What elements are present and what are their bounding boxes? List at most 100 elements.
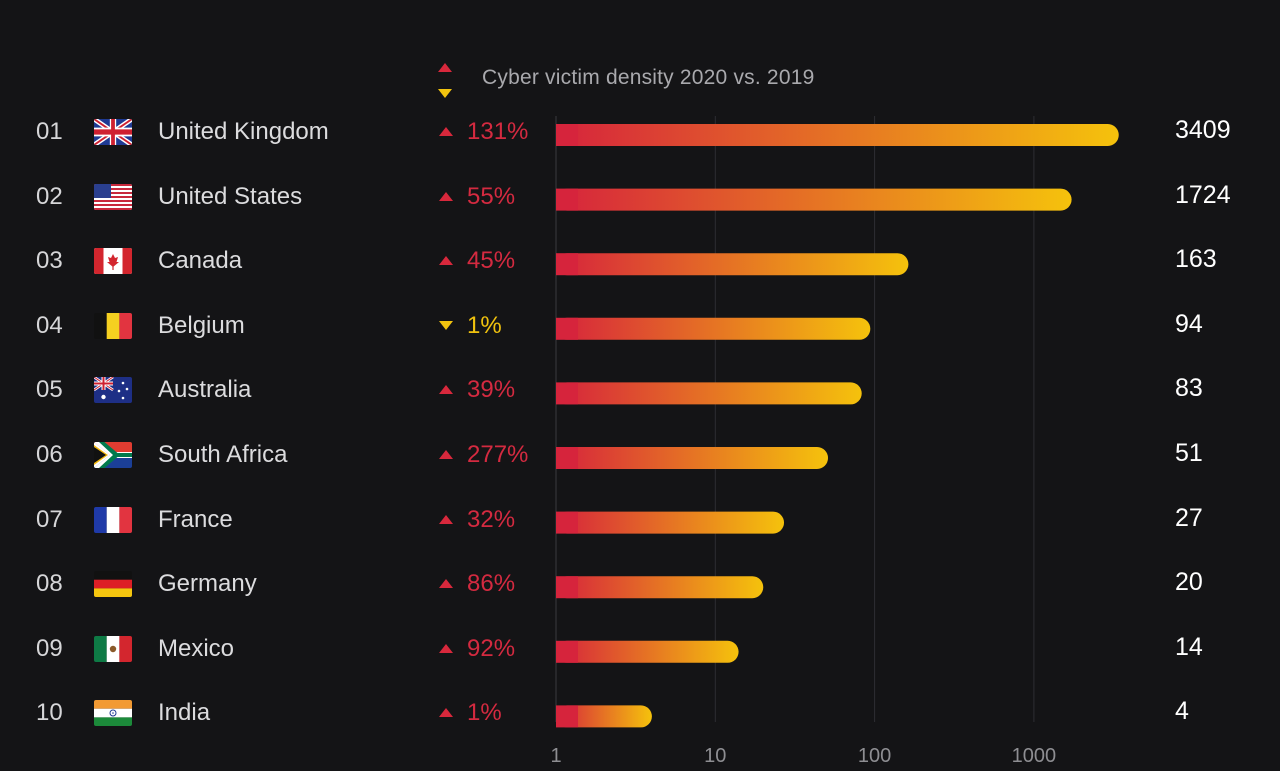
india-flag-icon (94, 700, 132, 727)
bar-start (556, 447, 578, 469)
change-percent: 1% (467, 699, 502, 727)
data-value-label: 94 (1175, 309, 1203, 338)
table-row: 03 Canada 45% 163 (0, 241, 1280, 281)
rank-label: 05 (36, 376, 63, 404)
chart-title: Cyber victim density 2020 vs. 2019 (482, 66, 815, 89)
change-percent: 55% (467, 182, 516, 210)
change-percent: 1% (467, 311, 502, 339)
change-percent: 86% (467, 570, 516, 598)
change-percent: 131% (467, 118, 529, 145)
change-percent: 32% (467, 505, 516, 533)
change-indicator: 1% (437, 697, 547, 727)
x-tick-label: 1 (550, 745, 561, 767)
table-row: 09 Mexico 92% 14 (0, 629, 1280, 669)
data-value-label: 14 (1175, 632, 1203, 661)
table-row: 07 France 32% 27 (0, 500, 1280, 540)
chart-legend: Cyber victim density 2020 vs. 2019 (436, 58, 856, 102)
bar (556, 124, 1119, 146)
bar-start (556, 705, 578, 728)
increase-triangle-icon (439, 579, 453, 589)
data-value-label: 4 (1175, 697, 1189, 726)
increase-triangle-icon (439, 385, 453, 395)
data-value-label: 83 (1175, 374, 1203, 403)
rank-label: 04 (36, 311, 63, 339)
rank-label: 02 (36, 182, 63, 210)
change-indicator: 1% (437, 310, 547, 340)
table-row: 04 Belgium 1% 94 (0, 306, 1280, 346)
x-tick-label: 100 (858, 745, 891, 767)
country-name: United Kingdom (158, 118, 329, 145)
change-indicator: 32% (437, 504, 547, 534)
rank-label: 01 (36, 118, 63, 145)
change-indicator: 131% (437, 116, 547, 146)
increase-triangle-icon (439, 708, 453, 718)
country-name: Canada (158, 247, 243, 275)
table-row: 08 Germany 86% 20 (0, 564, 1280, 604)
data-value-label: 27 (1175, 503, 1203, 532)
change-indicator: 277% (437, 439, 547, 469)
bar-start (556, 188, 578, 211)
bar (556, 640, 739, 663)
change-percent: 39% (467, 376, 516, 404)
data-value-label: 3409 (1175, 116, 1231, 144)
bar-start (556, 253, 578, 276)
germany-flag-icon (94, 571, 132, 598)
belgium-flag-icon (94, 312, 132, 339)
us-flag-icon (94, 183, 132, 210)
table-row: 02 United States 55% 1724 (0, 177, 1280, 217)
rank-label: 03 (36, 247, 63, 275)
rank-label: 06 (36, 441, 63, 468)
country-name: India (158, 699, 211, 727)
change-indicator: 45% (437, 245, 547, 275)
bar (556, 447, 829, 469)
change-indicator: 39% (437, 374, 547, 404)
bar-start (556, 124, 578, 146)
rank-label: 09 (36, 634, 63, 662)
bar (556, 253, 909, 276)
bar (556, 382, 862, 405)
increase-triangle-icon (439, 127, 453, 136)
increase-triangle-icon (439, 514, 453, 524)
data-value-label: 51 (1175, 439, 1203, 467)
south-africa-flag-icon (94, 442, 132, 468)
decrease-triangle-icon (439, 320, 453, 330)
increase-triangle-icon (438, 63, 452, 72)
france-flag-icon (94, 506, 132, 533)
country-name: Australia (158, 376, 252, 404)
bar-start (556, 511, 578, 534)
bar (556, 317, 871, 340)
country-name: Mexico (158, 634, 235, 662)
country-name: France (158, 505, 233, 533)
bar-start (556, 317, 578, 340)
increase-triangle-icon (439, 256, 453, 266)
mexico-flag-icon (94, 635, 132, 662)
change-indicator: 55% (437, 181, 547, 211)
bar (556, 705, 652, 728)
rank-label: 07 (36, 505, 63, 533)
change-indicator: 92% (437, 633, 547, 663)
increase-triangle-icon (439, 450, 453, 459)
country-name: Belgium (158, 311, 245, 339)
change-indicator: 86% (437, 568, 547, 598)
country-name: United States (158, 182, 303, 210)
change-percent: 92% (467, 634, 516, 662)
uk-flag-icon (94, 119, 132, 145)
x-tick-label: 10 (704, 745, 726, 767)
bar-start (556, 640, 578, 663)
australia-flag-icon (94, 377, 132, 404)
bar-start (556, 382, 578, 405)
increase-triangle-icon (439, 191, 453, 201)
bar (556, 576, 764, 599)
decrease-triangle-icon (438, 89, 452, 98)
table-row: 01 United Kingdom 131% 3409 (0, 112, 1280, 152)
country-name: Germany (158, 570, 257, 598)
data-value-label: 163 (1175, 245, 1217, 274)
increase-triangle-icon (439, 643, 453, 653)
bar (556, 511, 785, 534)
x-tick-label: 1000 (1012, 745, 1057, 767)
table-row: 05 Australia 39% 83 (0, 370, 1280, 410)
change-percent: 277% (467, 441, 529, 468)
table-row: 06 South Africa 277% 51 (0, 435, 1280, 475)
data-value-label: 20 (1175, 568, 1203, 597)
